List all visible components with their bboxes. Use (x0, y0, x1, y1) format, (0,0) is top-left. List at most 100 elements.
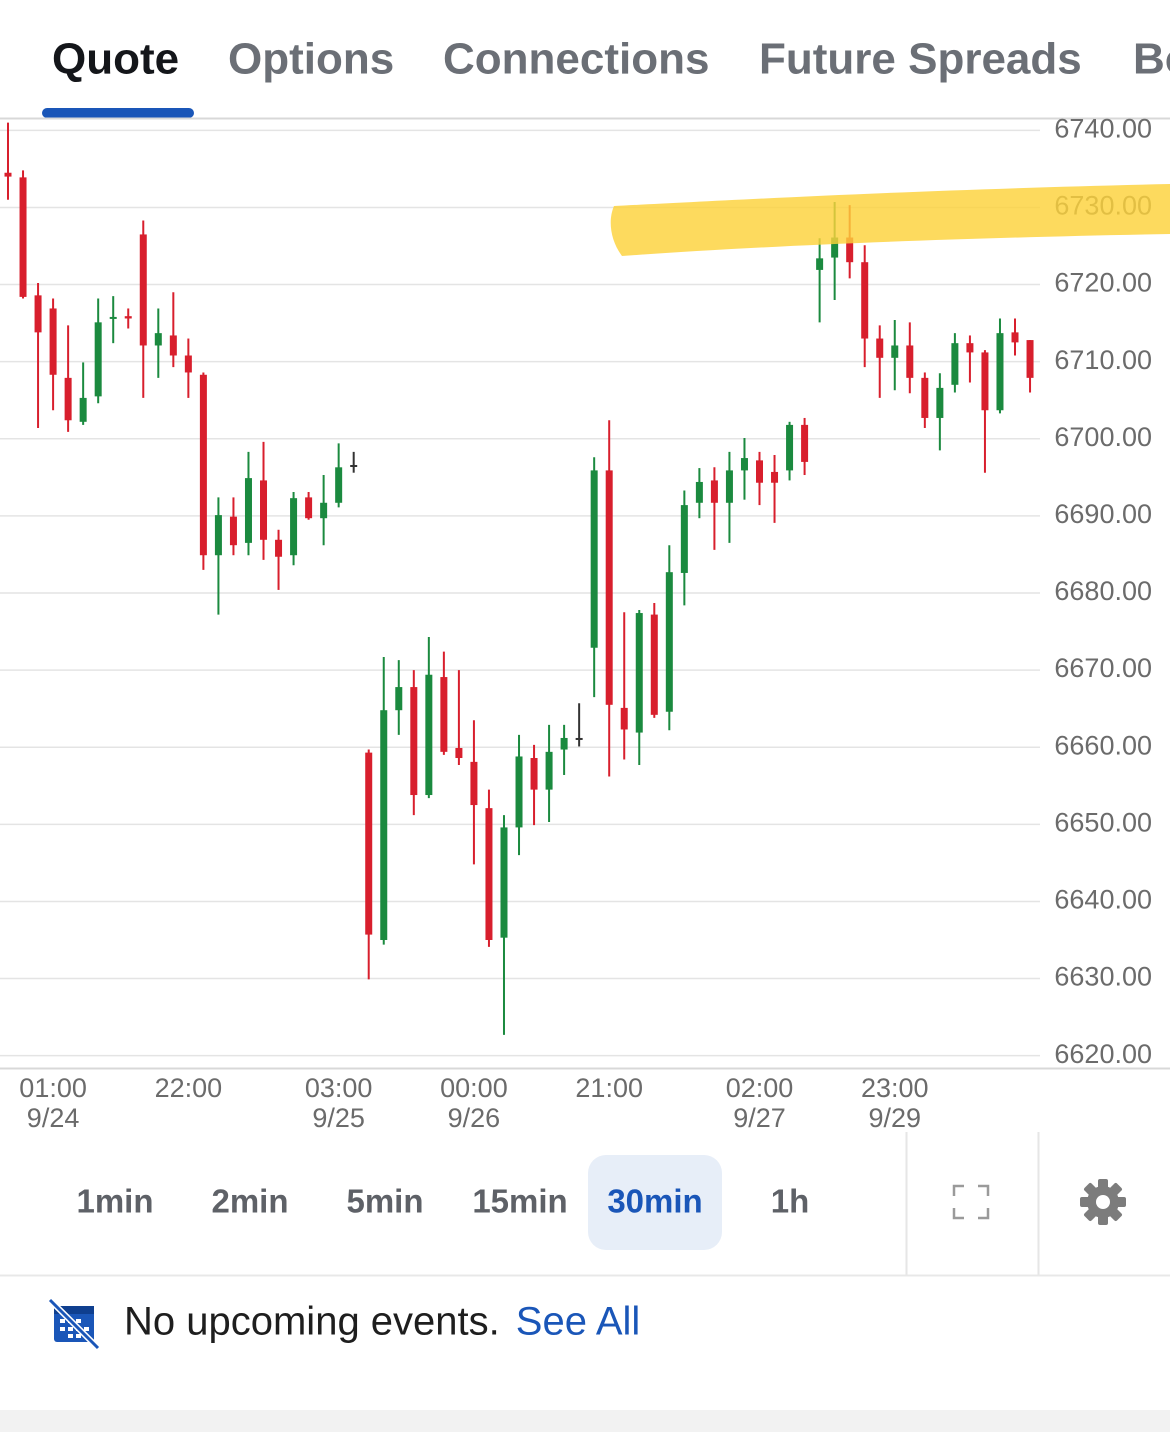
selected-interval-bg (588, 1155, 722, 1250)
candle-body (695, 481, 703, 503)
candle-body (365, 752, 373, 935)
candle-body (19, 177, 27, 297)
footer-message: No upcoming events. (124, 1300, 500, 1344)
candle-body (455, 747, 463, 759)
candle-body (470, 761, 478, 806)
y-tick-label: 6630.00 (1054, 962, 1152, 992)
y-tick-label: 6680.00 (1054, 576, 1152, 606)
y-tick-label: 6710.00 (1054, 345, 1152, 375)
candle-body (740, 458, 748, 471)
candle-body (305, 497, 313, 519)
chart: 6740.006730.006720.006710.006700.006690.… (0, 113, 1152, 1133)
interval-option[interactable]: 15min (472, 1183, 567, 1220)
see-all-link[interactable]: See All (516, 1300, 641, 1344)
x-tick-date: 9/25 (312, 1103, 365, 1133)
highlight-annotation (610, 184, 1170, 256)
candle-body (665, 572, 673, 712)
candle-body (4, 172, 12, 177)
candle-body (906, 345, 914, 378)
candle-body (650, 614, 658, 715)
candle-body (515, 756, 523, 828)
candle-body (891, 345, 899, 358)
candle-body (545, 751, 553, 790)
candle-body (816, 258, 824, 270)
y-tick-label: 6670.00 (1054, 653, 1152, 683)
candle-body (1011, 332, 1019, 343)
candle-body (590, 470, 598, 648)
x-tick-label: 00:00 (440, 1073, 508, 1103)
interval-option[interactable]: 1min (76, 1183, 153, 1220)
tab[interactable]: Connections (443, 35, 709, 84)
candle-body (831, 237, 839, 258)
candle-body (966, 343, 974, 353)
x-tick-date: 9/24 (27, 1103, 80, 1133)
candle-body (425, 674, 433, 796)
candle-body (124, 316, 132, 319)
x-tick-label: 03:00 (305, 1073, 373, 1103)
candle-body (981, 352, 989, 411)
candle-body (34, 295, 42, 333)
interval-option[interactable]: 1h (771, 1183, 810, 1220)
candle-body (290, 498, 298, 556)
tab[interactable]: Future Spreads (759, 35, 1082, 84)
tab[interactable]: Options (228, 35, 394, 84)
candle-body (680, 505, 688, 573)
candle-body (49, 308, 57, 375)
candle-body (64, 377, 72, 421)
x-tick-label: 02:00 (726, 1073, 794, 1103)
candle-body (410, 687, 418, 796)
y-tick-label: 6740.00 (1054, 113, 1152, 143)
candle-body (996, 333, 1004, 411)
candle-body (320, 502, 328, 519)
candle-body (876, 338, 884, 358)
candle-body (936, 387, 944, 418)
candle-body (530, 758, 538, 790)
candle-body (846, 237, 854, 263)
candle-body (184, 355, 192, 373)
y-tick-label: 6660.00 (1054, 730, 1152, 760)
calendar-icon (47, 1297, 101, 1351)
candle-body (635, 613, 643, 733)
candle-body (260, 480, 268, 540)
x-tick-label: 01:00 (19, 1073, 87, 1103)
candle-body (1026, 340, 1034, 378)
candle-body (350, 464, 358, 467)
candle-body (710, 480, 718, 503)
x-tick-date: 9/29 (868, 1103, 921, 1133)
candle-body (335, 467, 343, 503)
candle-body (380, 710, 388, 940)
fullscreen-button[interactable] (952, 1184, 990, 1220)
x-tick-label: 23:00 (861, 1073, 929, 1103)
y-tick-label: 6700.00 (1054, 422, 1152, 452)
y-tick-label: 6690.00 (1054, 499, 1152, 529)
candle-body (214, 515, 222, 556)
candle-body (395, 687, 403, 711)
y-tick-label: 6640.00 (1054, 885, 1152, 915)
tab[interactable]: Quote (52, 35, 179, 84)
bottom-band (0, 1410, 1170, 1432)
settings-button[interactable] (1080, 1179, 1126, 1225)
candle-body (756, 460, 763, 483)
interval-bar: 1min 2min 5min 15min 30min 1h (76, 1155, 809, 1250)
candle-body (229, 516, 237, 546)
interval-option[interactable]: 5min (346, 1183, 423, 1220)
candle-body (244, 478, 252, 543)
candle-body (560, 737, 568, 750)
y-tick-label: 6720.00 (1054, 268, 1152, 298)
interval-option[interactable]: 30min (607, 1183, 702, 1220)
candle-body (801, 424, 809, 462)
candle-body (921, 377, 929, 418)
candle-body (154, 333, 162, 346)
candle-body (605, 470, 613, 705)
candle-body (786, 424, 794, 471)
candle-body (440, 677, 448, 752)
candle-body (199, 374, 207, 556)
interval-option[interactable]: 2min (211, 1183, 288, 1220)
candle-body (275, 539, 283, 557)
tab[interactable]: Bo (1133, 35, 1170, 84)
candle-body (771, 471, 779, 483)
candle-body (500, 827, 508, 938)
candle-body (725, 470, 733, 503)
candle-body (951, 343, 959, 385)
candle-body (169, 335, 177, 356)
